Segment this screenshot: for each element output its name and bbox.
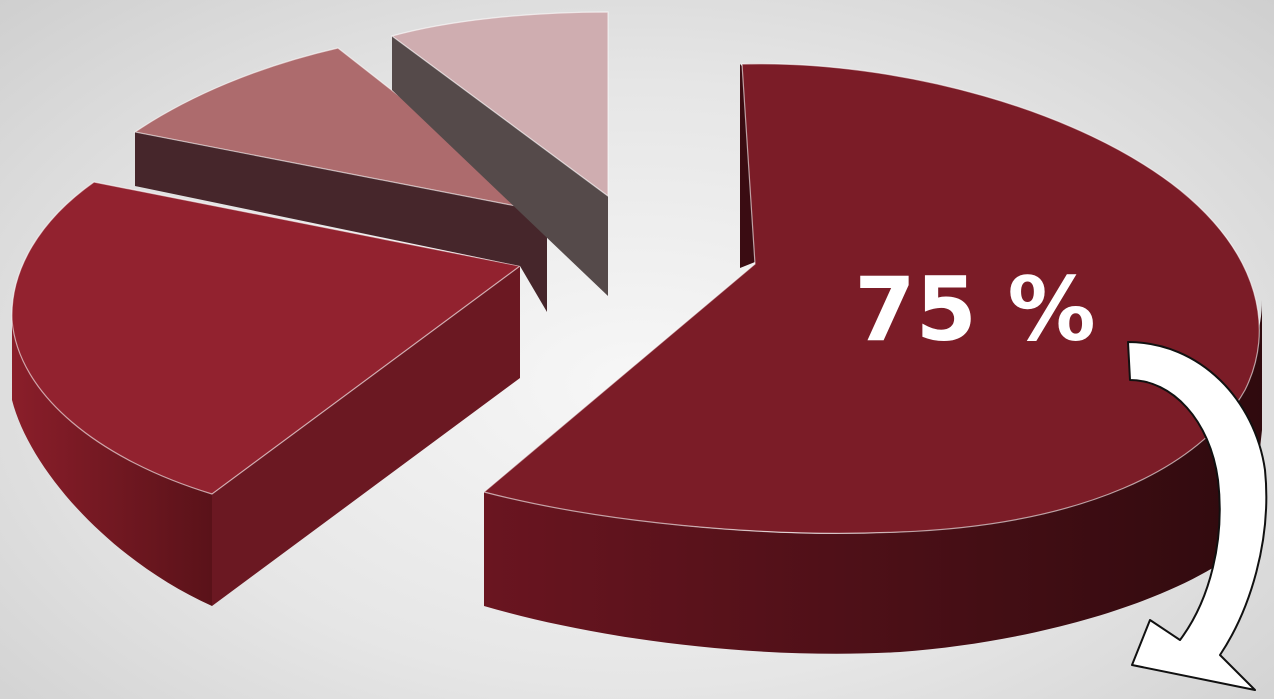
pie-slice-side [12,320,212,606]
pie-slice-top [11,181,522,495]
slice-value-label: 75 % [854,258,1095,361]
pie-slice [482,63,1262,654]
pie-slice [11,181,522,606]
pie-slice [133,47,548,312]
curved-arrow-icon [1127,341,1268,691]
pie-slice-top [390,11,609,198]
pie-slice-side [135,132,547,312]
pie-slice-side [484,300,1262,654]
pie-slice-side [392,36,608,296]
pie-slice-side [212,266,520,606]
pie-slice-top [133,47,548,213]
pie-slice [390,11,609,296]
